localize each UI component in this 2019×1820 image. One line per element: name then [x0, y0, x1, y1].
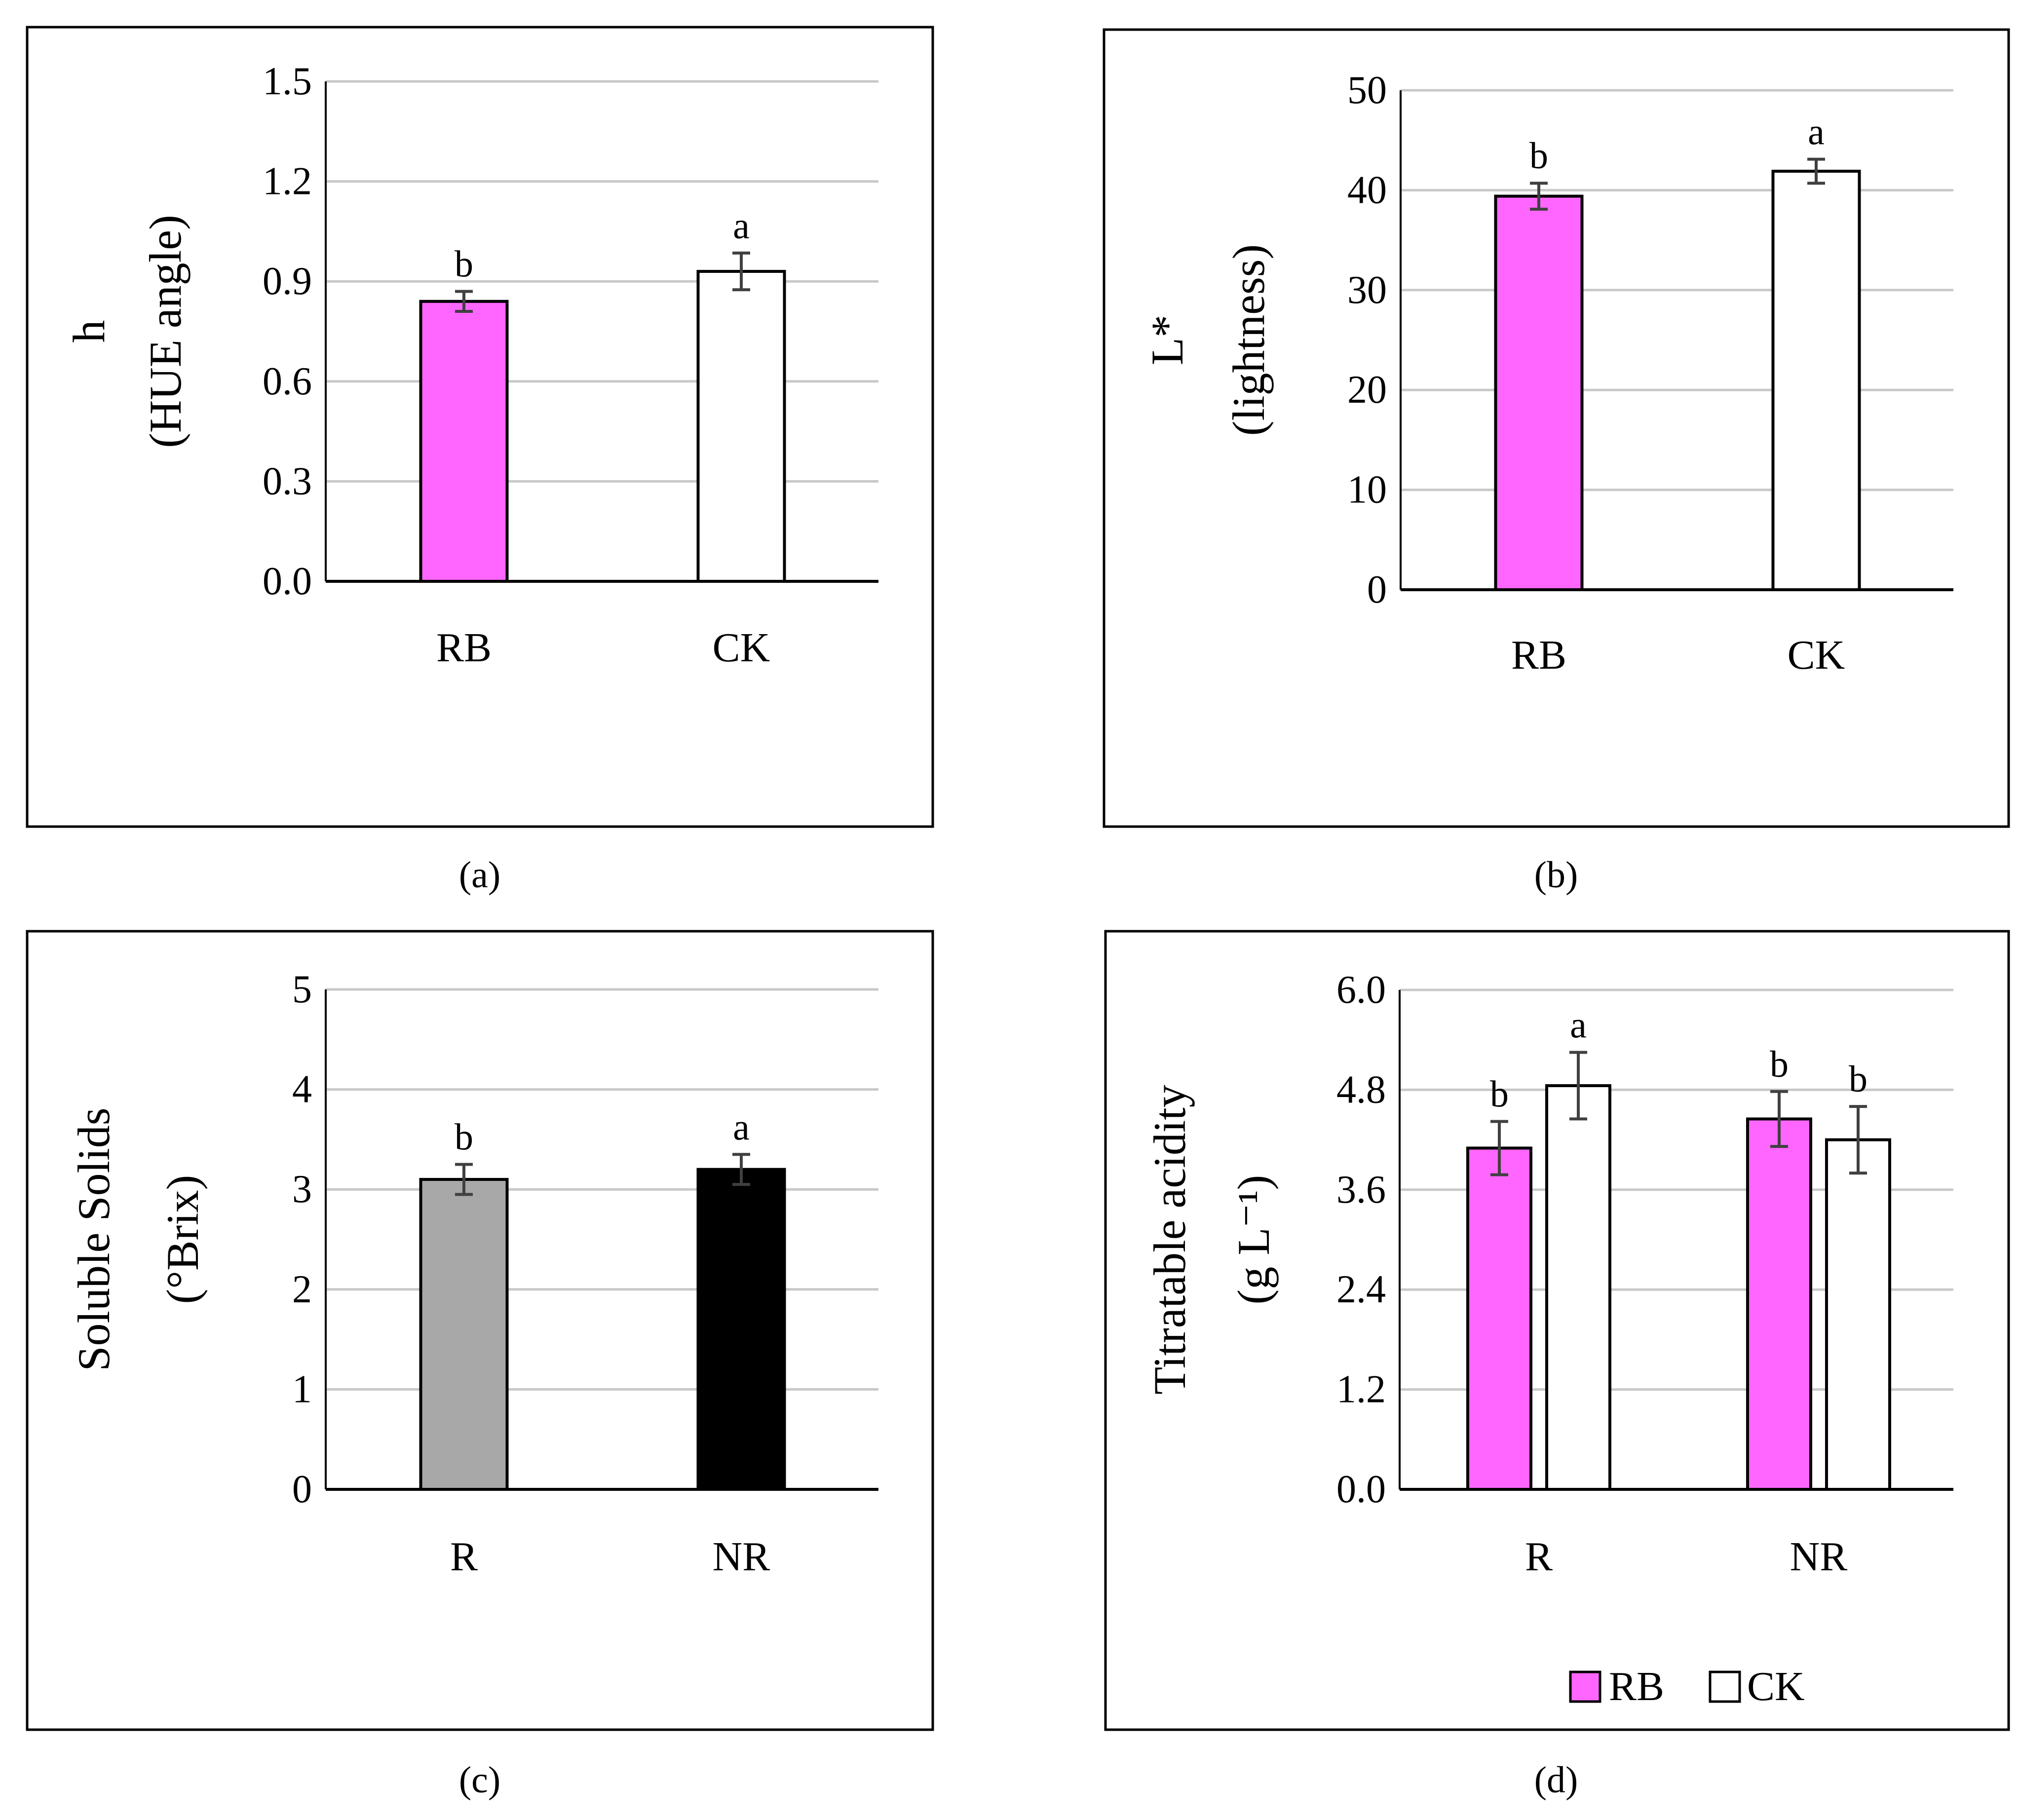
chart-d-titratable-acidity: 0.0 1.2 2.4 3.6 4.8 6.0 Titratable acidity (g L… [1144, 968, 1953, 1580]
y-tick-label: 20 [1347, 368, 1387, 412]
bar [1771, 169, 1861, 592]
legend-label-rb: RB [1609, 1664, 1664, 1709]
y-tick-label: 4 [292, 1068, 312, 1111]
y-tick-label: 5 [292, 968, 312, 1011]
bar [1746, 1117, 1812, 1491]
significance-letter: b [1849, 1059, 1867, 1100]
chart-c-soluble-solids: 0 1 2 3 4 5 Soluble Solids (°Brix) b a R NR [69, 968, 878, 1580]
significance-letter: b [455, 243, 473, 285]
bar [1494, 194, 1584, 591]
significance-letter: a [733, 1106, 750, 1148]
legend-label-ck: CK [1747, 1664, 1805, 1709]
y-tick-label: 1.2 [1336, 1368, 1386, 1411]
legend-swatch-rb [1569, 1670, 1601, 1703]
y-tick-label: 50 [1347, 69, 1387, 112]
y-axis-label: (HUE angle) [140, 215, 190, 448]
bar [419, 1177, 509, 1491]
caption-d: (d) [1534, 1759, 1578, 1801]
significance-letter: b [1770, 1044, 1789, 1085]
caption-b: (b) [1534, 854, 1578, 896]
caption-c: (c) [459, 1759, 500, 1801]
y-tick-label: 0 [1367, 568, 1387, 611]
y-tick-label: 2 [292, 1268, 312, 1311]
y-tick-label: 1.5 [263, 60, 312, 103]
legend-d: RB CK [1569, 1664, 1805, 1709]
significance-letter: b [1490, 1073, 1509, 1115]
x-category-label: CK [713, 625, 770, 671]
y-tick-label: 3.6 [1336, 1168, 1386, 1212]
y-tick-label: 0.6 [263, 360, 312, 403]
y-tick-label: 0.3 [263, 459, 312, 503]
bar [1825, 1138, 1891, 1491]
y-axis-label: Titratable acidity [1144, 1085, 1195, 1395]
y-axis-label: (lightness) [1223, 244, 1274, 436]
y-tick-label: 4.8 [1336, 1068, 1386, 1111]
y-tick-label: 3 [292, 1168, 312, 1211]
significance-letter: b [1529, 135, 1548, 177]
significance-letter: a [1570, 1005, 1587, 1046]
x-category-label: R [1525, 1534, 1553, 1580]
y-axis-label: (g L⁻¹) [1228, 1175, 1279, 1305]
y-tick-label: 10 [1347, 468, 1387, 512]
y-axis-label: (°Brix) [157, 1175, 208, 1304]
chart-a-hue-angle: 0.0 0.3 0.6 0.9 1.2 1.5 h (HUE angle) b a RB CK [64, 60, 878, 671]
y-tick-label: 1 [292, 1367, 312, 1411]
y-tick-label: 2.4 [1336, 1268, 1386, 1311]
caption-a: (a) [459, 854, 500, 896]
bar [1545, 1084, 1611, 1491]
y-axis-label: Soluble Solids [69, 1107, 119, 1371]
y-tick-label: 6.0 [1336, 968, 1386, 1012]
x-category-label: NR [1790, 1534, 1848, 1580]
x-category-label: RB [436, 625, 492, 671]
y-tick-label: 30 [1347, 268, 1387, 312]
y-axis-label: L* [1142, 315, 1192, 365]
bar [696, 1168, 786, 1491]
y-axis-label: h [64, 320, 114, 343]
y-tick-label: 0 [292, 1468, 312, 1511]
y-tick-label: 40 [1347, 168, 1387, 212]
bar [419, 300, 509, 583]
y-tick-label: 1.2 [263, 160, 312, 203]
bar [696, 269, 786, 583]
significance-letter: b [455, 1117, 473, 1158]
y-tick-label: 0.0 [1336, 1468, 1386, 1511]
significance-letter: a [733, 205, 750, 247]
x-category-label: R [450, 1534, 478, 1580]
y-tick-label: 0.0 [263, 560, 312, 603]
bar [1466, 1146, 1532, 1491]
y-tick-label: 0.9 [263, 260, 312, 303]
chart-b-lightness: 0 10 20 30 40 50 L* (lightness) b a RB CK [1142, 69, 1953, 678]
legend-swatch-ck [1709, 1670, 1741, 1703]
x-category-label: CK [1788, 632, 1845, 678]
x-category-label: NR [713, 1534, 770, 1580]
significance-letter: a [1808, 112, 1825, 153]
x-category-label: RB [1511, 632, 1566, 678]
